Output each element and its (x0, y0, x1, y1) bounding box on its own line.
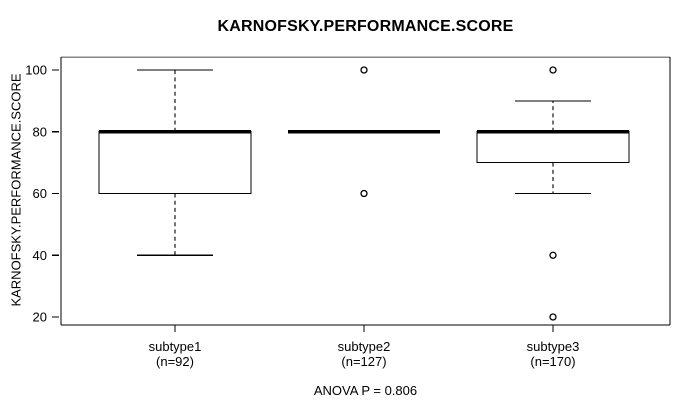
group-sublabel: (n=170) (530, 354, 575, 369)
group-label: subtype1 (149, 339, 202, 354)
y-tick-label: 80 (33, 124, 47, 139)
box (476, 131, 630, 164)
outlier-point (549, 313, 557, 321)
anova-annotation: ANOVA P = 0.806 (313, 383, 418, 398)
y-tick-label: 60 (33, 186, 47, 201)
chart-title: KARNOFSKY.PERFORMANCE.SCORE (217, 18, 514, 35)
outlier-point (360, 189, 368, 198)
y-tick-label: 20 (33, 310, 47, 325)
y-tick-label: 100 (25, 63, 47, 78)
group-sublabel: (n=92) (156, 354, 194, 369)
group-sublabel: (n=127) (341, 354, 386, 369)
box (98, 131, 252, 195)
group-label: subtype3 (527, 339, 580, 354)
group-label: subtype2 (338, 339, 391, 354)
outlier-point (549, 66, 557, 74)
y-tick-label: 40 (33, 248, 47, 263)
outlier-point (549, 251, 557, 259)
outlier-point (360, 66, 368, 74)
